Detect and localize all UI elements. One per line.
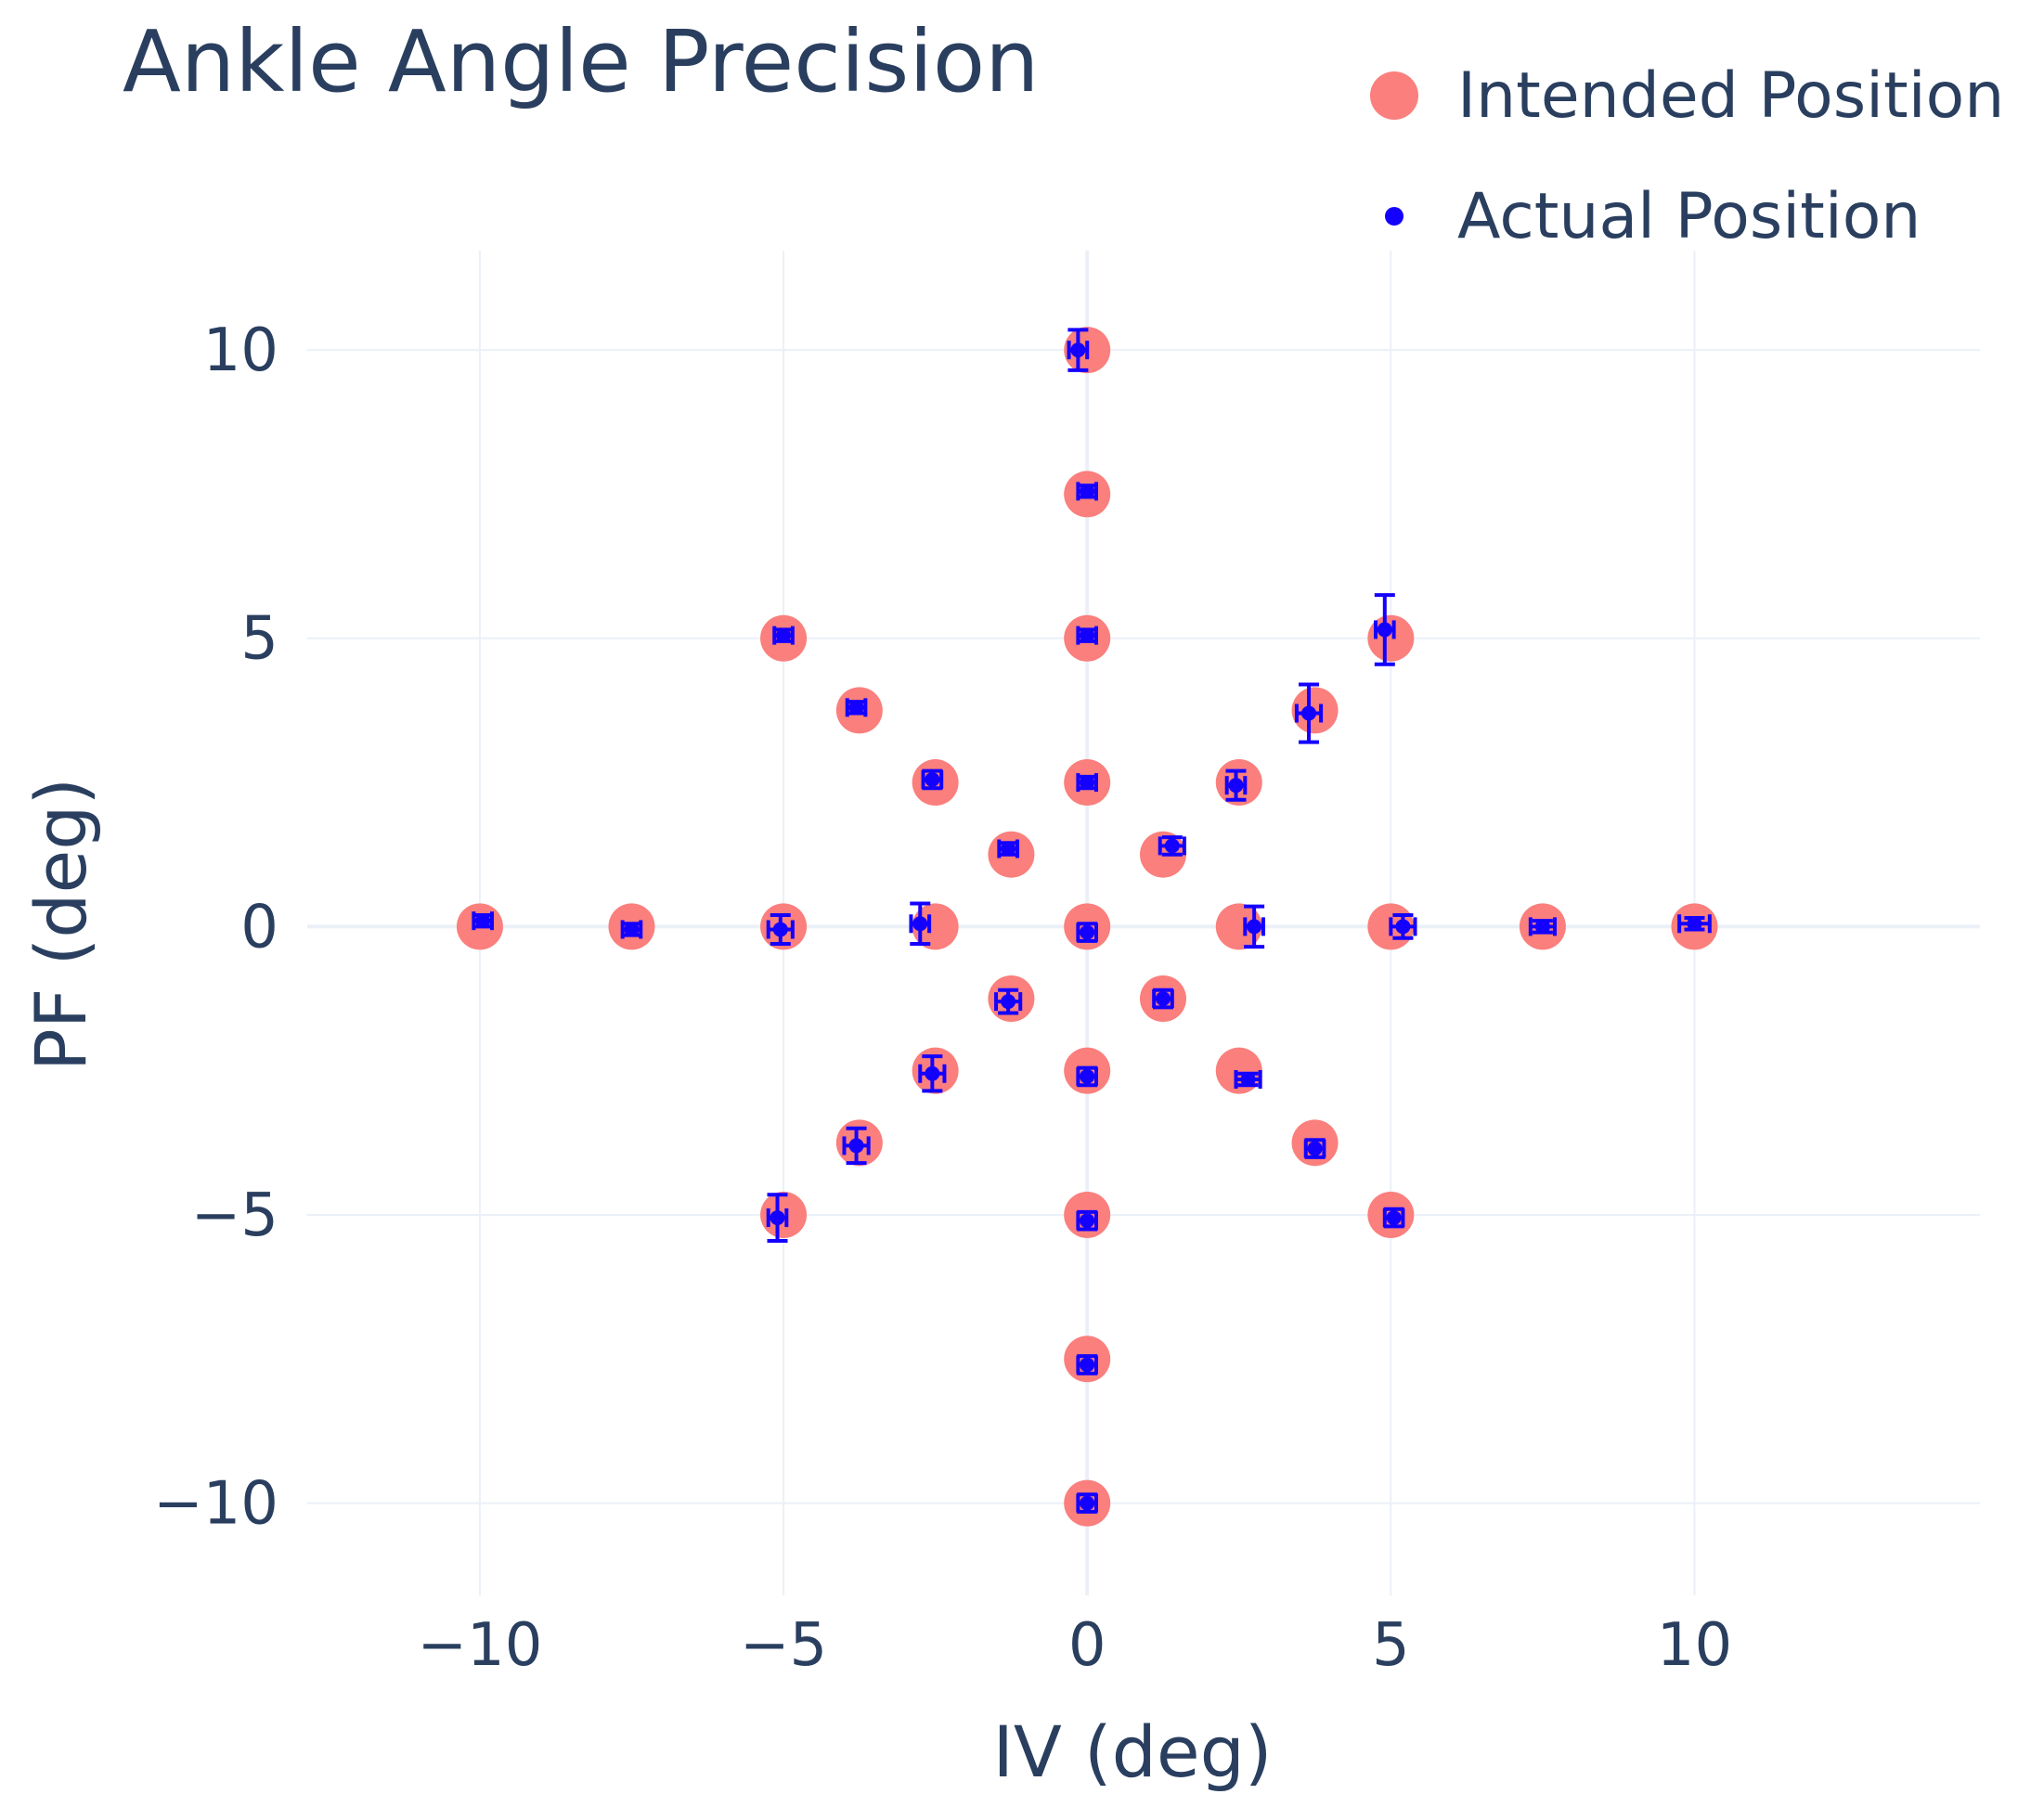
tick-labels: −10 −5 0 5 10 −10 −5 0 5 10: [153, 316, 1732, 1680]
y-tick-label: 0: [240, 893, 278, 962]
actual-position-point: [1076, 773, 1099, 793]
legend-item-intended-position[interactable]: Intended Position: [1370, 59, 2004, 133]
actual-position-marker: [1687, 916, 1702, 932]
actual-position-point: [1076, 1492, 1099, 1514]
actual-position-marker: [1080, 924, 1095, 940]
actual-position-marker: [1001, 841, 1016, 857]
actual-position-point: [1158, 835, 1186, 857]
actual-position-series: [472, 328, 1712, 1514]
chart-title: Ankle Angle Precision: [123, 12, 1039, 111]
intended-position-point: [1215, 903, 1262, 950]
actual-position-marker: [1080, 775, 1095, 791]
actual-position-point: [1528, 917, 1557, 936]
actual-position-point: [620, 920, 643, 939]
actual-position-point: [921, 768, 944, 791]
x-tick-label: 10: [1657, 1611, 1732, 1680]
actual-position-point: [1076, 626, 1099, 645]
actual-position-marker: [776, 627, 792, 643]
y-tick-label: −10: [153, 1470, 278, 1539]
actual-position-marker: [1386, 1210, 1402, 1226]
actual-position-marker: [1080, 1357, 1095, 1373]
actual-position-point: [1152, 987, 1174, 1010]
actual-position-marker: [1240, 1071, 1256, 1087]
actual-position-point: [1234, 1069, 1262, 1089]
actual-position-marker: [1228, 778, 1244, 794]
actual-position-marker: [925, 1065, 940, 1081]
legend-actual-marker: [1385, 207, 1404, 226]
intended-position-point: [912, 903, 959, 950]
actual-position-marker: [1070, 342, 1086, 358]
actual-position-point: [1076, 922, 1099, 943]
actual-position-marker: [1080, 1495, 1095, 1511]
actual-position-marker: [1080, 1068, 1095, 1084]
x-tick-label: 0: [1068, 1611, 1106, 1680]
actual-position-marker: [770, 1210, 785, 1226]
legend-actual-label: Actual Position: [1457, 180, 1921, 253]
x-tick-label: −10: [417, 1611, 542, 1680]
actual-position-marker: [772, 922, 788, 937]
actual-position-point: [909, 901, 932, 946]
actual-position-marker: [624, 922, 640, 937]
actual-position-marker: [1247, 919, 1262, 935]
actual-position-marker: [1395, 919, 1411, 935]
actual-position-marker: [1164, 838, 1180, 854]
actual-position-point: [472, 911, 494, 931]
actual-position-point: [1677, 914, 1712, 934]
actual-position-point: [772, 626, 795, 645]
actual-position-marker: [1377, 622, 1392, 638]
actual-position-point: [1076, 1209, 1099, 1232]
actual-position-marker: [1534, 919, 1550, 935]
actual-position-point: [918, 1054, 947, 1093]
y-axis-title: PF (deg): [19, 778, 102, 1071]
actual-position-marker: [475, 913, 491, 929]
legend-intended-marker: [1370, 71, 1418, 120]
y-tick-label: 10: [203, 316, 278, 385]
actual-position-point: [1294, 682, 1324, 744]
actual-position-point: [994, 987, 1023, 1015]
actual-position-marker: [1307, 1141, 1323, 1156]
actual-position-point: [1076, 1065, 1099, 1088]
actual-position-point: [997, 839, 1019, 858]
x-axis-title: IV (deg): [992, 1710, 1272, 1793]
actual-position-marker: [1155, 991, 1171, 1007]
y-tick-label: 5: [240, 605, 278, 674]
actual-position-marker: [925, 771, 940, 787]
actual-position-point: [845, 698, 868, 717]
actual-position-marker: [1001, 994, 1016, 1010]
legend: Intended Position Actual Position: [1370, 59, 2004, 253]
actual-position-point: [766, 912, 795, 946]
actual-position-point: [1076, 1354, 1099, 1375]
legend-intended-label: Intended Position: [1457, 59, 2004, 133]
y-tick-label: −5: [191, 1181, 278, 1250]
actual-position-point: [1303, 1138, 1326, 1159]
actual-position-marker: [1301, 705, 1317, 721]
actual-position-marker: [912, 916, 928, 932]
actual-position-point: [1224, 768, 1248, 802]
legend-item-actual-position[interactable]: Actual Position: [1385, 180, 1921, 253]
actual-position-point: [1373, 593, 1396, 666]
actual-position-marker: [848, 1138, 864, 1154]
actual-position-marker: [1080, 484, 1095, 499]
actual-position-point: [1382, 1207, 1405, 1229]
x-tick-label: −5: [740, 1611, 827, 1680]
actual-position-marker: [1080, 627, 1095, 643]
actual-position-point: [1076, 482, 1099, 501]
actual-position-marker: [848, 700, 864, 716]
actual-position-point: [1243, 904, 1265, 949]
actual-position-point: [1067, 328, 1090, 372]
actual-position-point: [766, 1193, 789, 1243]
actual-position-point: [842, 1126, 871, 1166]
actual-position-marker: [1080, 1213, 1095, 1229]
actual-position-point: [1389, 912, 1417, 940]
x-tick-label: 5: [1372, 1611, 1410, 1680]
